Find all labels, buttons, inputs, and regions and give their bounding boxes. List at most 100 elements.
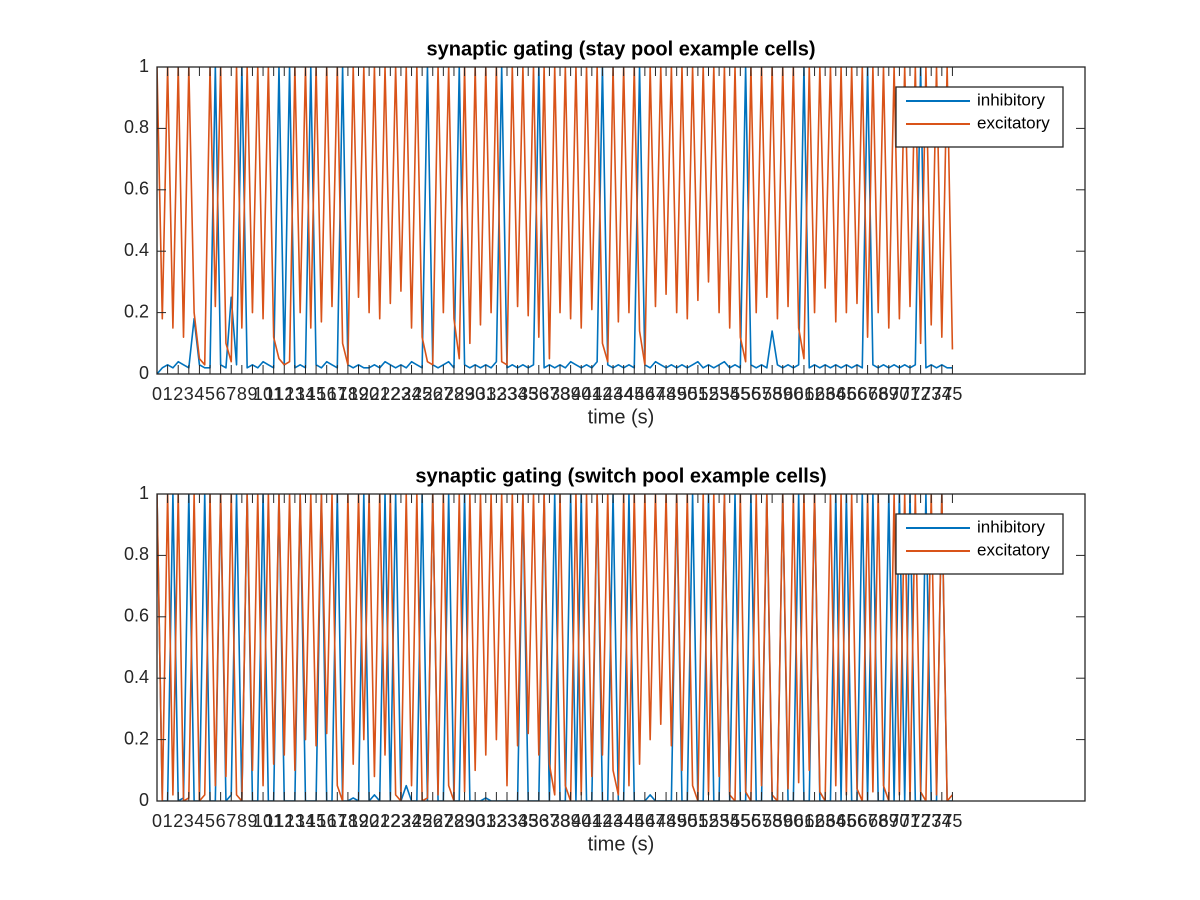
x-tick-label: 45 — [624, 811, 644, 831]
x-tick-label: 26 — [423, 384, 443, 404]
x-tick-label: 21 — [370, 811, 390, 831]
x-tick-label: 36 — [529, 384, 549, 404]
x-tick-label: 38 — [550, 384, 570, 404]
x-tick-label: 42 — [592, 384, 612, 404]
axes-box — [156, 66, 1086, 375]
x-tick-label: 61 — [794, 384, 814, 404]
x-tick-label: 54 — [720, 384, 740, 404]
y-tick-label: 1 — [139, 483, 149, 503]
x-tick-label: 48 — [656, 384, 676, 404]
chart-title: synaptic gating (stay pool example cells… — [426, 38, 815, 60]
x-tick-label: 5 — [205, 811, 215, 831]
x-tick-label: 65 — [836, 811, 856, 831]
y-tick-label: 0.2 — [124, 728, 149, 748]
x-tick-label: 66 — [847, 811, 867, 831]
x-tick-label: 33 — [497, 384, 517, 404]
axes-box — [156, 493, 1086, 802]
x-tick-label: 15 — [306, 811, 326, 831]
x-tick-label: 7 — [226, 811, 236, 831]
y-tick-label: 0.2 — [124, 301, 149, 321]
x-tick-label: 51 — [688, 811, 708, 831]
x-tick-label: 72 — [911, 811, 931, 831]
data-line — [157, 494, 954, 801]
x-tick-label: 20 — [359, 811, 379, 831]
legend-label: excitatory — [977, 113, 1050, 132]
x-tick-label: 14 — [295, 811, 315, 831]
x-tick-label: 55 — [730, 384, 750, 404]
legend-label: inhibitory — [977, 517, 1046, 536]
x-tick-label: 32 — [486, 384, 506, 404]
x-tick-label: 64 — [826, 384, 846, 404]
x-tick-label: 22 — [380, 384, 400, 404]
x-tick-label: 17 — [327, 384, 347, 404]
x-tick-label: 48 — [656, 811, 676, 831]
x-tick-label: 67 — [858, 811, 878, 831]
x-tick-label: 44 — [614, 384, 634, 404]
x-tick-label: 19 — [348, 811, 368, 831]
x-tick-label: 68 — [868, 811, 888, 831]
x-tick-label: 42 — [592, 811, 612, 831]
y-tick-label: 0.8 — [124, 117, 149, 137]
x-tick-label: 57 — [752, 811, 772, 831]
x-tick-label: 55 — [730, 811, 750, 831]
x-tick-label: 26 — [423, 811, 443, 831]
x-tick-label: 15 — [306, 384, 326, 404]
x-tick-label: 18 — [338, 384, 358, 404]
x-tick-label: 60 — [783, 811, 803, 831]
x-tick-label: 40 — [571, 811, 591, 831]
x-tick-label: 39 — [561, 811, 581, 831]
x-tick-label: 54 — [720, 811, 740, 831]
x-tick-label: 74 — [932, 811, 952, 831]
x-tick-label: 56 — [741, 811, 761, 831]
x-tick-label: 29 — [455, 384, 475, 404]
x-tick-label: 11 — [264, 811, 283, 831]
y-tick-label: 1 — [139, 56, 149, 76]
x-tick-label: 2 — [173, 811, 183, 831]
x-tick-label: 37 — [539, 384, 559, 404]
x-tick-label: 56 — [741, 384, 761, 404]
x-tick-label: 41 — [582, 384, 602, 404]
plot-area — [157, 67, 954, 374]
x-tick-label: 64 — [826, 811, 846, 831]
y-tick-label: 0.6 — [124, 606, 149, 626]
x-tick-label: 28 — [444, 384, 464, 404]
x-tick-label: 65 — [836, 384, 856, 404]
x-tick-label: 13 — [285, 384, 305, 404]
x-tick-label: 6 — [216, 384, 226, 404]
x-tick-label: 3 — [184, 384, 194, 404]
chart-title: synaptic gating (switch pool example cel… — [415, 465, 826, 487]
x-tick-label: 62 — [805, 811, 825, 831]
x-tick-label: 74 — [932, 384, 952, 404]
x-tick-label: 29 — [455, 811, 475, 831]
x-tick-label: 30 — [465, 384, 485, 404]
x-tick-label: 52 — [698, 384, 718, 404]
x-tick-label: 36 — [529, 811, 549, 831]
x-tick-label: 27 — [433, 811, 453, 831]
x-tick-label: 41 — [582, 811, 602, 831]
x-tick-label: 28 — [444, 811, 464, 831]
x-tick-label: 12 — [274, 811, 294, 831]
x-tick-label: 14 — [295, 384, 315, 404]
x-tick-label: 49 — [667, 384, 687, 404]
x-tick-label: 68 — [868, 384, 888, 404]
legend: inhibitory excitatory — [895, 513, 1064, 575]
x-tick-label: 61 — [794, 811, 814, 831]
x-tick-label: 21 — [370, 384, 390, 404]
x-tick-label: 57 — [752, 384, 772, 404]
x-tick-label: 38 — [550, 811, 570, 831]
x-tick-label: 32 — [486, 811, 506, 831]
x-tick-label: 2 — [173, 384, 183, 404]
x-tick-label: 8 — [237, 384, 247, 404]
x-tick-label: 10 — [253, 811, 273, 831]
x-tick-label: 66 — [847, 384, 867, 404]
x-tick-label: 45 — [624, 384, 644, 404]
x-tick-label: 4 — [194, 811, 204, 831]
x-tick-label: 23 — [391, 811, 411, 831]
x-tick-label: 53 — [709, 384, 729, 404]
x-tick-label: 6 — [216, 811, 226, 831]
x-tick-label: 71 — [900, 811, 920, 831]
y-tick-label: 0.4 — [124, 667, 149, 687]
x-tick-label: 69 — [879, 384, 899, 404]
x-tick-label: 10 — [253, 384, 273, 404]
